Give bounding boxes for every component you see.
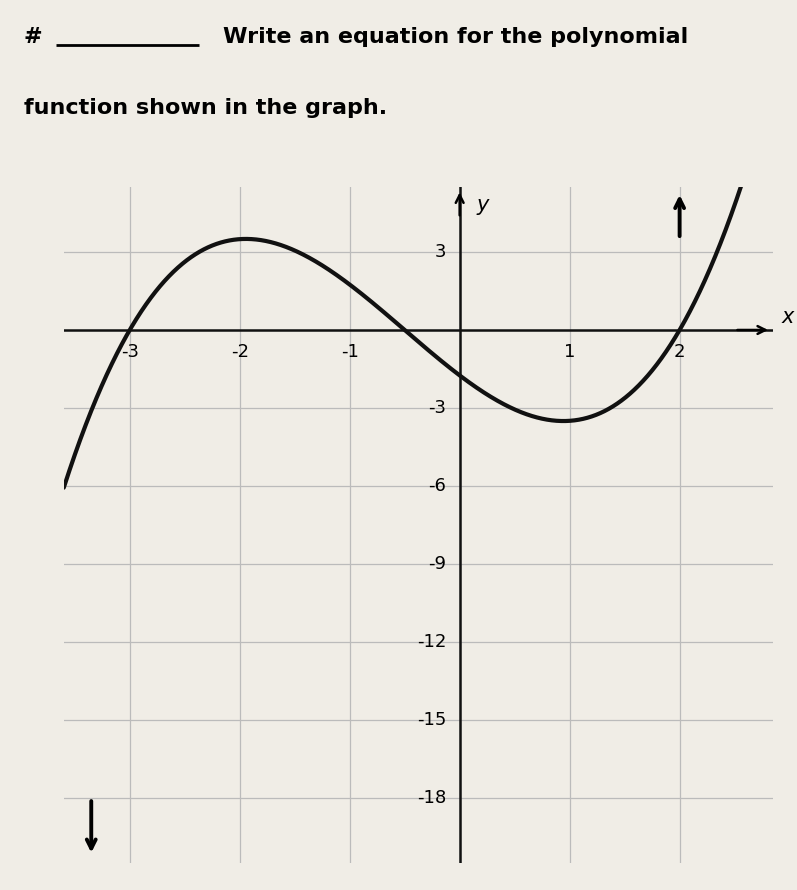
Text: 3: 3 <box>435 243 446 261</box>
Text: -3: -3 <box>120 343 139 361</box>
Text: Write an equation for the polynomial: Write an equation for the polynomial <box>223 27 689 46</box>
Text: -15: -15 <box>417 711 446 729</box>
Text: -2: -2 <box>230 343 249 361</box>
Text: 1: 1 <box>564 343 575 361</box>
Text: -12: -12 <box>417 633 446 651</box>
Text: #: # <box>24 27 42 46</box>
Text: -9: -9 <box>429 555 446 573</box>
Text: x: x <box>782 307 795 327</box>
Text: -3: -3 <box>429 399 446 417</box>
Text: -18: -18 <box>417 789 446 807</box>
Text: function shown in the graph.: function shown in the graph. <box>24 98 387 117</box>
Text: -6: -6 <box>429 477 446 495</box>
Text: y: y <box>476 195 489 214</box>
Text: -1: -1 <box>341 343 359 361</box>
Text: 2: 2 <box>673 343 685 361</box>
